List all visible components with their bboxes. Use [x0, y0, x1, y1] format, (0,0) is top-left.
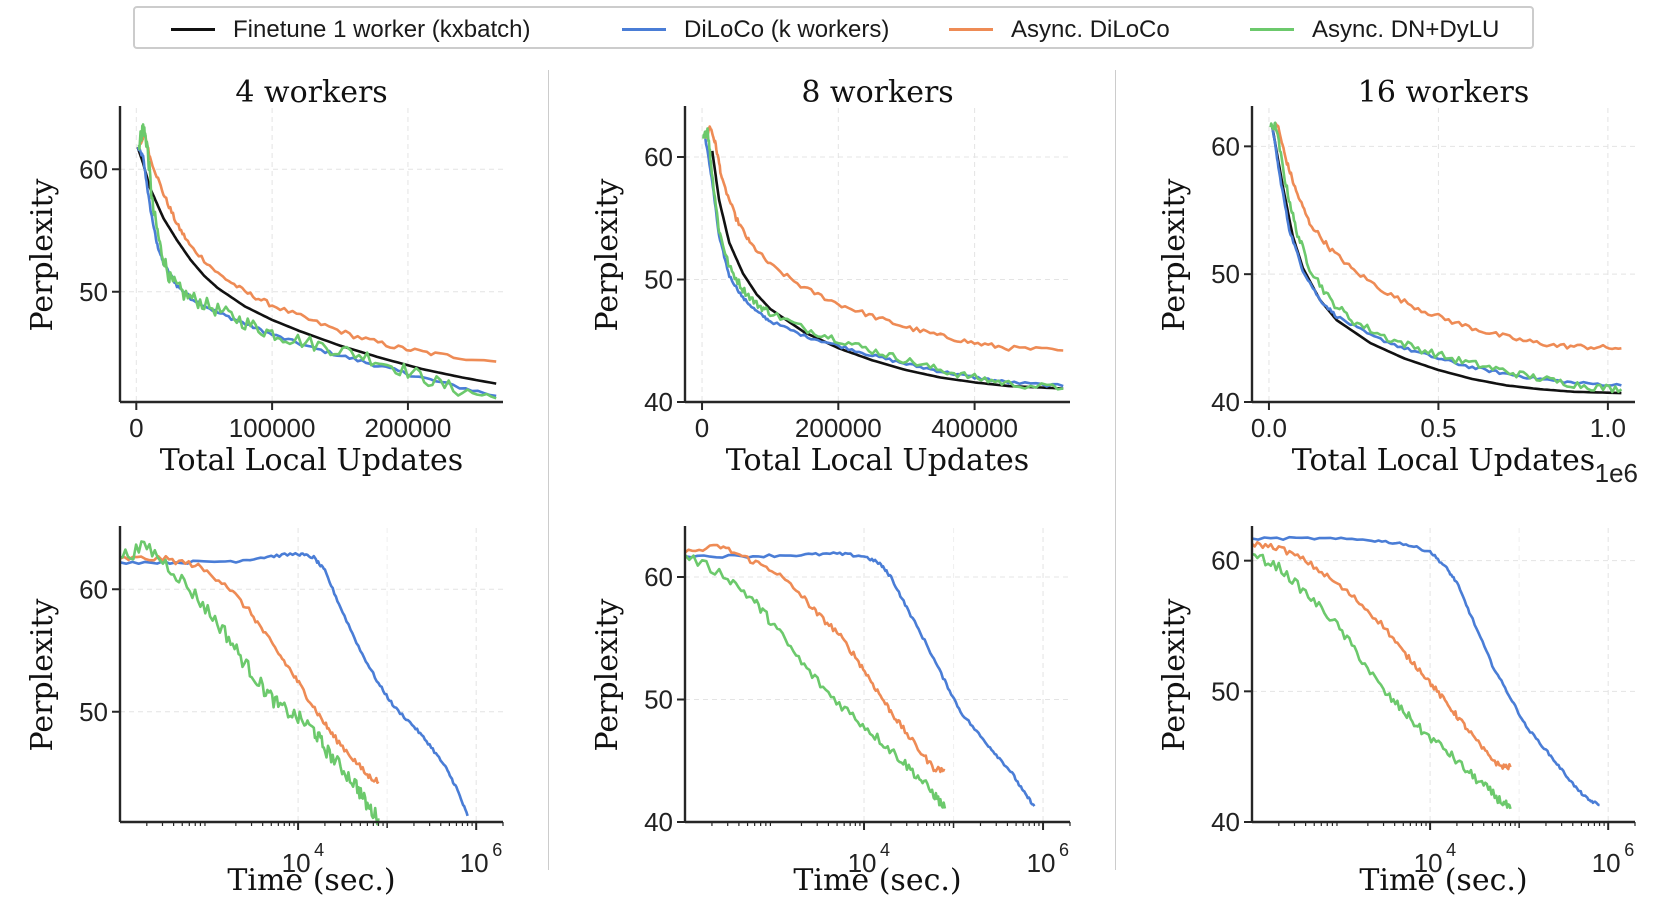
chart-panel-2: 40 50 60 0 200000 400000 8 workers Total Local …: [590, 75, 1070, 478]
y-tick-label: 60: [1211, 546, 1240, 576]
y-tick-label: 60: [644, 142, 673, 172]
x-tick-label: 200000: [365, 413, 452, 443]
x-axis-label: Time (sec.): [227, 863, 395, 898]
y-tick-label: 60: [644, 562, 673, 592]
series-line-Async. DiLoCo: [139, 131, 497, 363]
x-axis-label: Total Local Updates: [1292, 443, 1595, 478]
x-axis-label: Time (sec.): [793, 863, 961, 898]
y-axis-label: Perplexity: [590, 598, 625, 751]
x-tick-label: 0: [695, 413, 709, 443]
legend-label: DiLoCo (k workers): [684, 15, 890, 43]
legend-item-async-dn-dylu: Async. DN+DyLU: [1250, 8, 1499, 51]
chart-panel-3: 40 50 60 0.0 0.5 1.0 1e6 16 workers Total Local …: [1157, 75, 1638, 488]
series-line-Async. DN+DyLU: [684, 554, 947, 809]
x-tick-label-exponent: 4: [1446, 840, 1456, 860]
series-line-Async. DN+DyLU: [137, 123, 497, 400]
panel-title: 4 workers: [235, 75, 387, 110]
y-tick-label: 40: [1211, 807, 1240, 837]
y-tick-label: 50: [644, 265, 673, 295]
legend-label: Async. DN+DyLU: [1312, 15, 1500, 43]
series-line-Async. DiLoCo: [119, 554, 380, 784]
x-tick-label: 0: [129, 413, 143, 443]
legend-item-async-diloco: Async. DiLoCo: [949, 8, 1170, 51]
y-tick-label: 50: [1211, 259, 1240, 289]
y-axis-label: Perplexity: [1157, 598, 1192, 751]
y-tick-label: 40: [644, 807, 673, 837]
series-line-DiLoCo (k workers): [136, 146, 497, 398]
x-tick-label: 0.5: [1420, 413, 1456, 443]
series-line-Async. DN+DyLU: [702, 127, 1064, 391]
y-tick-label: 50: [79, 697, 108, 727]
series-line-DiLoCo (k workers): [1251, 535, 1600, 807]
y-tick-label: 40: [1211, 387, 1240, 417]
series-line-Async. DiLoCo: [704, 125, 1064, 352]
y-tick-label: 60: [1211, 131, 1240, 161]
x-tick-label-exponent: 4: [880, 840, 890, 860]
y-tick-label: 50: [1211, 676, 1240, 706]
series-line-DiLoCo (k workers): [684, 551, 1036, 807]
legend-swatch: [949, 28, 993, 31]
panel-separator: [548, 70, 549, 870]
y-tick-label: 40: [644, 387, 673, 417]
y-tick-label: 60: [79, 574, 108, 604]
y-tick-label: 50: [644, 685, 673, 715]
series-line-Async. DiLoCo: [684, 543, 946, 774]
x-tick-label: 400000: [931, 413, 1018, 443]
series-line-Async. DN+DyLU: [119, 540, 380, 826]
x-tick-label-exponent: 6: [1059, 840, 1069, 860]
y-tick-label: 50: [79, 277, 108, 307]
x-tick-label: 10: [1414, 848, 1443, 878]
panel-title: 8 workers: [801, 75, 953, 110]
x-tick-label: 10: [1592, 848, 1621, 878]
y-axis-label: Perplexity: [25, 598, 60, 751]
y-axis-label: Perplexity: [1157, 178, 1192, 331]
x-axis-label: Total Local Updates: [160, 443, 463, 478]
series-line-Finetune 1 worker (kxbatch): [1271, 126, 1622, 395]
panel-separator: [1115, 70, 1116, 870]
chart-panel-1: 50 60 0 100000 200000 4 workers Total Local Up…: [25, 75, 503, 478]
legend-swatch: [1250, 28, 1294, 31]
x-tick-label-exponent: 6: [1624, 840, 1634, 860]
legend-label: Finetune 1 worker (kxbatch): [233, 15, 531, 43]
x-tick-label: 10: [282, 848, 311, 878]
legend-label: Async. DiLoCo: [1011, 15, 1170, 43]
x-tick-label: 10: [460, 848, 489, 878]
x-tick-label: 1.0: [1590, 413, 1626, 443]
series-line-Finetune 1 worker (kxbatch): [711, 150, 1064, 390]
y-axis-label: Perplexity: [590, 178, 625, 331]
x-tick-label: 10: [1027, 848, 1056, 878]
legend-swatch: [622, 28, 666, 31]
x-tick-label: 200000: [795, 413, 882, 443]
y-tick-label: 60: [79, 154, 108, 184]
legend-item-finetune: Finetune 1 worker (kxbatch): [171, 8, 530, 51]
legend-swatch: [171, 28, 215, 31]
x-axis-label: Total Local Updates: [726, 443, 1029, 478]
series-line-Async. DN+DyLU: [1251, 552, 1512, 810]
legend: Finetune 1 worker (kxbatch) DiLoCo (k wo…: [133, 6, 1534, 49]
x-tick-label: 10: [848, 848, 877, 878]
series-line-DiLoCo (k workers): [119, 551, 469, 817]
x-tick-label: 100000: [229, 413, 316, 443]
x-offset-label: 1e6: [1595, 458, 1638, 488]
x-tick-label-exponent: 6: [492, 840, 502, 860]
x-tick-label: 0.0: [1251, 413, 1287, 443]
series-line-Async. DiLoCo: [1271, 122, 1622, 351]
series-line-Async. DN+DyLU: [1269, 121, 1623, 394]
y-axis-label: Perplexity: [25, 178, 60, 331]
legend-item-diloco: DiLoCo (k workers): [622, 8, 889, 51]
series-line-Async. DiLoCo: [1251, 541, 1512, 771]
x-tick-label-exponent: 4: [314, 840, 324, 860]
panel-title: 16 workers: [1358, 75, 1529, 110]
x-axis-label: Time (sec.): [1359, 863, 1527, 898]
series-line-Finetune 1 worker (kxbatch): [136, 146, 497, 385]
